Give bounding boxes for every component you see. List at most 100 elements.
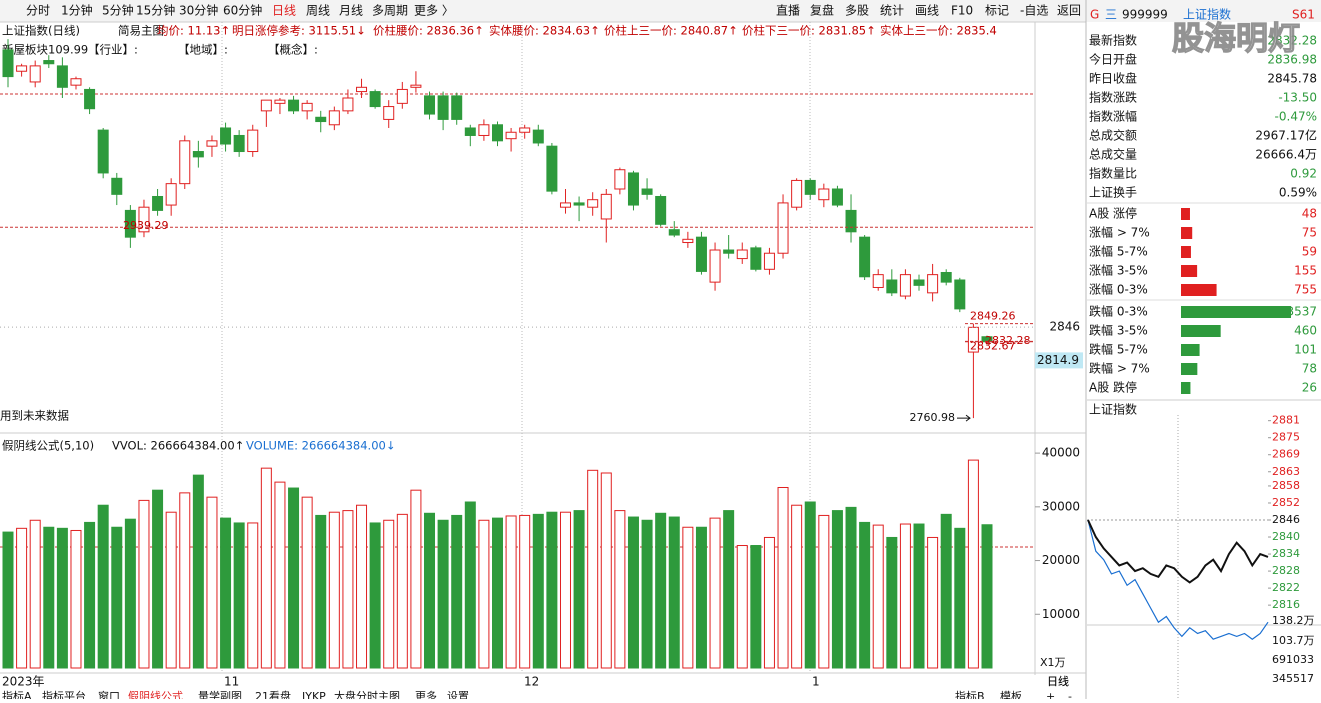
tab[interactable]: JYKP xyxy=(301,690,326,703)
candle-body xyxy=(16,65,28,72)
tab[interactable]: - xyxy=(1068,690,1072,703)
button[interactable]: 画线 xyxy=(915,4,939,18)
volume-bar xyxy=(763,536,775,669)
tab[interactable]: 量学副图 xyxy=(198,689,242,703)
label: A股 涨停 xyxy=(1089,206,1137,221)
header: 上证指数 xyxy=(1183,7,1231,22)
label: 昨日收盘 xyxy=(1089,71,1137,86)
tab[interactable]: 假阴线公式 xyxy=(128,689,183,703)
candle-body xyxy=(913,279,925,286)
button[interactable]: 标记 xyxy=(985,4,1009,18)
tab[interactable]: 15分钟 xyxy=(136,3,175,18)
label: 总成交量 xyxy=(1089,147,1137,162)
volume-bar xyxy=(410,489,422,669)
volume-bar xyxy=(818,514,830,669)
volume-bar xyxy=(152,489,164,669)
label: 跌幅 3-5% xyxy=(1089,323,1148,338)
count-bar xyxy=(1181,265,1198,277)
volume-bar xyxy=(2,531,14,669)
volume-bar xyxy=(600,472,612,669)
label: 指数涨幅 xyxy=(1089,109,1137,124)
price-tag: 2814.9 xyxy=(1037,353,1079,367)
volume-bar xyxy=(750,545,762,669)
label: 460 xyxy=(1294,324,1317,338)
label: 101 xyxy=(1294,343,1317,357)
volume-bar xyxy=(927,536,939,669)
tab[interactable]: 日线 xyxy=(272,4,296,18)
label: 最新指数 xyxy=(1089,33,1137,48)
tab[interactable]: 窗口 xyxy=(98,689,120,703)
candle-body xyxy=(97,129,109,174)
tab[interactable]: 1分钟 xyxy=(61,3,93,18)
tab[interactable]: 指标B xyxy=(955,689,985,703)
tab[interactable]: 分时 xyxy=(26,4,50,18)
label: 48 xyxy=(1302,207,1317,221)
y-tick-label: 2852 xyxy=(1272,496,1300,509)
candle-body xyxy=(247,129,259,153)
volume-bar xyxy=(505,515,517,669)
volume-bar xyxy=(315,514,327,669)
button[interactable]: 统计 xyxy=(880,4,904,18)
tab[interactable]: 模板 xyxy=(1000,689,1022,703)
label: 2836.98 xyxy=(1267,53,1317,67)
volume-bar xyxy=(274,481,286,669)
count-bar xyxy=(1181,284,1217,296)
tab[interactable]: 30分钟 xyxy=(179,3,218,18)
label: 跌幅 5-7% xyxy=(1089,342,1148,357)
y-tick-label: 2875 xyxy=(1272,431,1300,444)
candle-body xyxy=(424,95,436,115)
candle-body xyxy=(967,326,979,353)
candle-body xyxy=(478,124,490,136)
label: 755 xyxy=(1294,283,1317,297)
x-tick-label: 11 xyxy=(224,675,239,689)
volume-bar xyxy=(954,527,966,669)
tab[interactable]: 指标平台 xyxy=(42,689,86,703)
volume-bar xyxy=(247,522,259,669)
minute-line xyxy=(1087,519,1269,584)
label: 26 xyxy=(1302,381,1317,395)
y-tick-label: 2846 xyxy=(1272,513,1300,526)
candle-body xyxy=(288,99,300,112)
tab[interactable]: 多周期 xyxy=(372,4,408,18)
label: A股 跌停 xyxy=(1089,380,1137,395)
x-tick-label: 2023年 xyxy=(2,675,45,689)
label: 涨幅 5-7% xyxy=(1089,244,1148,259)
label: 用到未来数据 xyxy=(0,409,69,423)
tab[interactable]: 设置 xyxy=(447,690,469,703)
template[interactable]: 简易主图 xyxy=(118,24,164,38)
tab[interactable]: 月线 xyxy=(339,4,363,18)
button[interactable]: 多股 xyxy=(845,4,869,18)
candle-body xyxy=(777,202,789,254)
button[interactable]: 直播 xyxy=(776,4,800,18)
tab[interactable]: 更多 〉 xyxy=(414,4,454,18)
label: 涨幅 3-5% xyxy=(1089,263,1148,278)
tab[interactable]: + xyxy=(1046,690,1055,703)
y-tick-label: 30000 xyxy=(1042,499,1080,513)
button[interactable]: -自选 xyxy=(1020,4,1048,18)
tab[interactable]: 指标A xyxy=(2,689,32,703)
volume-bar xyxy=(383,519,395,669)
button[interactable]: 复盘 xyxy=(810,3,834,18)
candle-body xyxy=(410,84,422,88)
tab[interactable]: 更多 xyxy=(415,689,437,703)
volume-bar xyxy=(138,499,150,669)
candle-body xyxy=(356,86,368,93)
label: VVOL: 266664384.00↑ xyxy=(112,439,244,453)
tab[interactable]: 周线 xyxy=(306,4,330,18)
header: 三 xyxy=(1105,8,1117,22)
tab[interactable]: 大盘分时主图 xyxy=(334,689,400,703)
label: 345517 xyxy=(1272,672,1314,685)
tab[interactable]: 日线 xyxy=(1047,674,1069,688)
tab[interactable]: 5分钟 xyxy=(102,3,134,18)
button[interactable]: 返回 xyxy=(1057,4,1081,18)
volume-bar xyxy=(546,511,558,669)
label: 上证换手 xyxy=(1089,186,1137,200)
candle-body xyxy=(845,209,857,233)
tab[interactable]: 60分钟 xyxy=(223,3,262,18)
price-annotation: 2832.67 xyxy=(970,339,1016,352)
button[interactable]: F10 xyxy=(951,4,973,18)
tab[interactable]: 21看盘 xyxy=(255,689,291,703)
header: 999999 xyxy=(1122,8,1168,22)
label: 2832.28 xyxy=(1267,34,1317,48)
